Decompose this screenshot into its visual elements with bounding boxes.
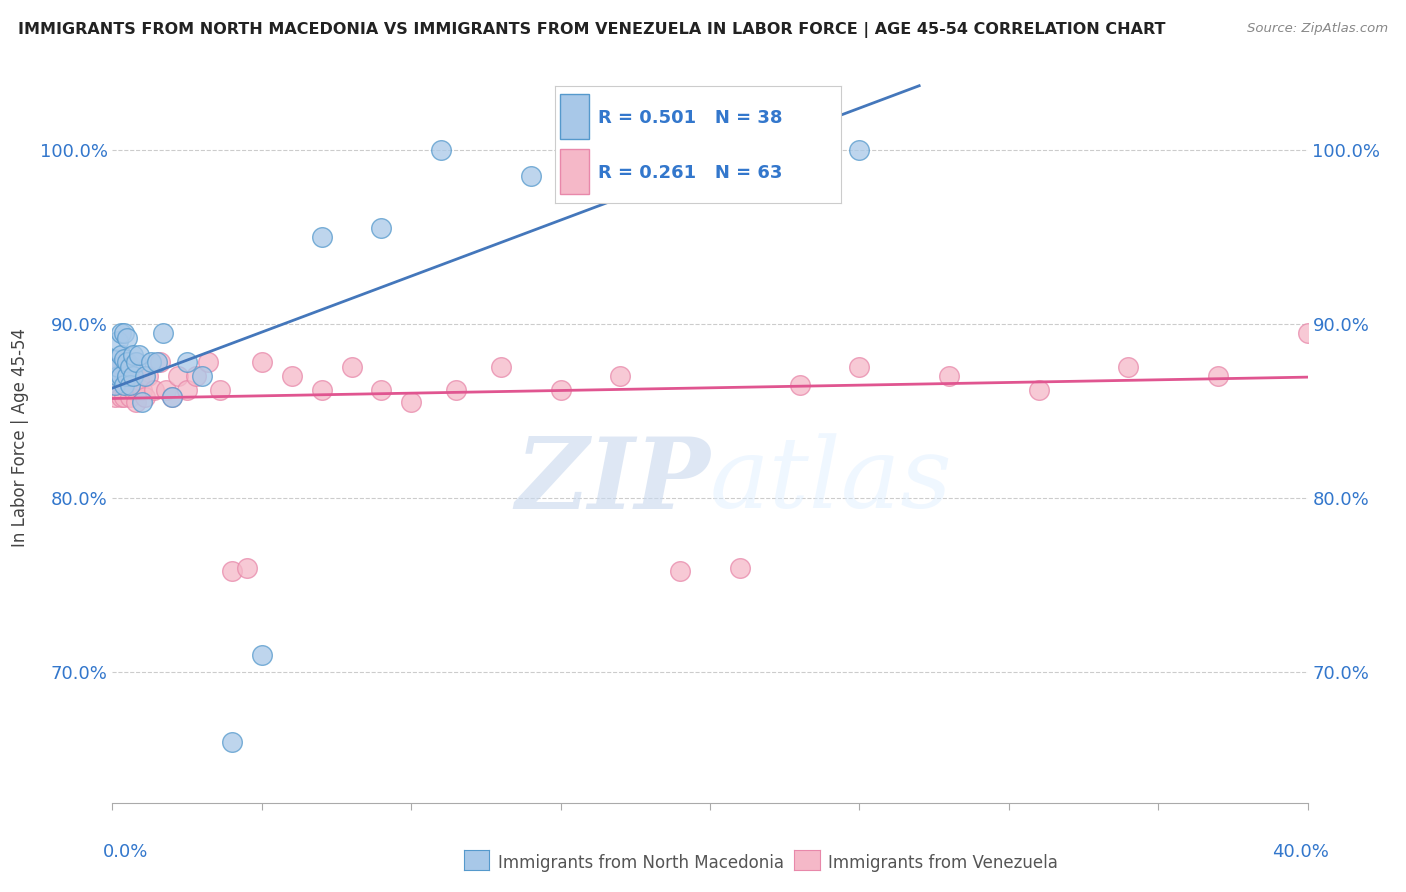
Point [489, 360, 512, 375]
Point [107, 360, 129, 375]
Point [104, 390, 127, 404]
Point [221, 735, 243, 749]
Point [1296, 326, 1319, 340]
Text: 0.0%: 0.0% [103, 843, 148, 861]
Point [197, 355, 219, 369]
Point [162, 390, 183, 404]
Point [141, 355, 163, 369]
Point [191, 369, 214, 384]
Point [134, 390, 156, 404]
Point [236, 560, 259, 574]
Point [1118, 360, 1140, 375]
Point [1028, 383, 1050, 397]
Point [120, 390, 142, 404]
Point [122, 369, 145, 384]
Point [250, 648, 273, 662]
Point [155, 383, 177, 397]
Point [176, 355, 198, 369]
Point [609, 369, 631, 384]
Point [444, 383, 467, 397]
Point [114, 355, 135, 369]
Point [162, 390, 183, 404]
Point [114, 326, 135, 340]
Point [152, 326, 174, 340]
Point [759, 143, 782, 157]
Point [579, 143, 602, 157]
Point [110, 390, 132, 404]
Point [104, 369, 127, 384]
Point [107, 360, 129, 375]
Point [250, 355, 273, 369]
Point [131, 395, 153, 409]
Point [143, 383, 166, 397]
Point [138, 369, 160, 384]
Point [1357, 369, 1379, 384]
Point [134, 369, 156, 384]
Point [209, 383, 232, 397]
Point [550, 383, 572, 397]
Point [848, 143, 870, 157]
Point [186, 369, 208, 384]
Point [728, 560, 751, 574]
Point [669, 564, 692, 578]
Point [311, 229, 333, 244]
Point [110, 369, 132, 384]
Point [110, 369, 132, 384]
Point [125, 355, 148, 369]
Point [370, 383, 392, 397]
Text: 40.0%: 40.0% [1272, 843, 1329, 861]
Point [114, 377, 135, 392]
Point [281, 369, 304, 384]
Point [128, 348, 150, 362]
Point [114, 390, 135, 404]
Point [110, 348, 132, 362]
Point [114, 351, 135, 366]
Point [104, 377, 127, 392]
Point [149, 355, 172, 369]
Point [340, 360, 363, 375]
Point [176, 383, 198, 397]
Point [430, 143, 453, 157]
Point [110, 326, 132, 340]
Point [938, 369, 960, 384]
Point [370, 221, 392, 235]
Point [131, 383, 153, 397]
Text: Immigrants from North Macedonia: Immigrants from North Macedonia [498, 854, 783, 871]
Text: IMMIGRANTS FROM NORTH MACEDONIA VS IMMIGRANTS FROM VENEZUELA IN LABOR FORCE | AG: IMMIGRANTS FROM NORTH MACEDONIA VS IMMIG… [18, 22, 1166, 38]
Point [117, 331, 139, 345]
Text: Source: ZipAtlas.com: Source: ZipAtlas.com [1247, 22, 1388, 36]
Point [114, 373, 135, 387]
Y-axis label: In Labor Force | Age 45-54: In Labor Force | Age 45-54 [10, 327, 28, 547]
Point [122, 348, 145, 362]
Point [107, 383, 129, 397]
Point [1206, 369, 1229, 384]
Point [107, 369, 129, 384]
Point [120, 360, 142, 375]
Point [117, 369, 139, 384]
Text: Immigrants from Venezuela: Immigrants from Venezuela [828, 854, 1057, 871]
Point [125, 395, 148, 409]
Point [117, 355, 139, 369]
Point [848, 360, 870, 375]
Text: ZIP: ZIP [515, 433, 710, 529]
Point [146, 355, 169, 369]
Point [117, 377, 139, 392]
Point [401, 395, 423, 409]
Point [122, 383, 145, 397]
Point [128, 373, 150, 387]
Point [117, 360, 139, 375]
Point [122, 360, 145, 375]
Point [699, 143, 721, 157]
Point [104, 351, 127, 366]
Point [107, 334, 129, 349]
Point [221, 564, 243, 578]
Point [120, 377, 142, 392]
Point [520, 169, 543, 183]
Point [120, 369, 142, 384]
Text: atlas: atlas [710, 434, 953, 529]
Point [167, 369, 190, 384]
Point [311, 383, 333, 397]
Point [789, 377, 811, 392]
